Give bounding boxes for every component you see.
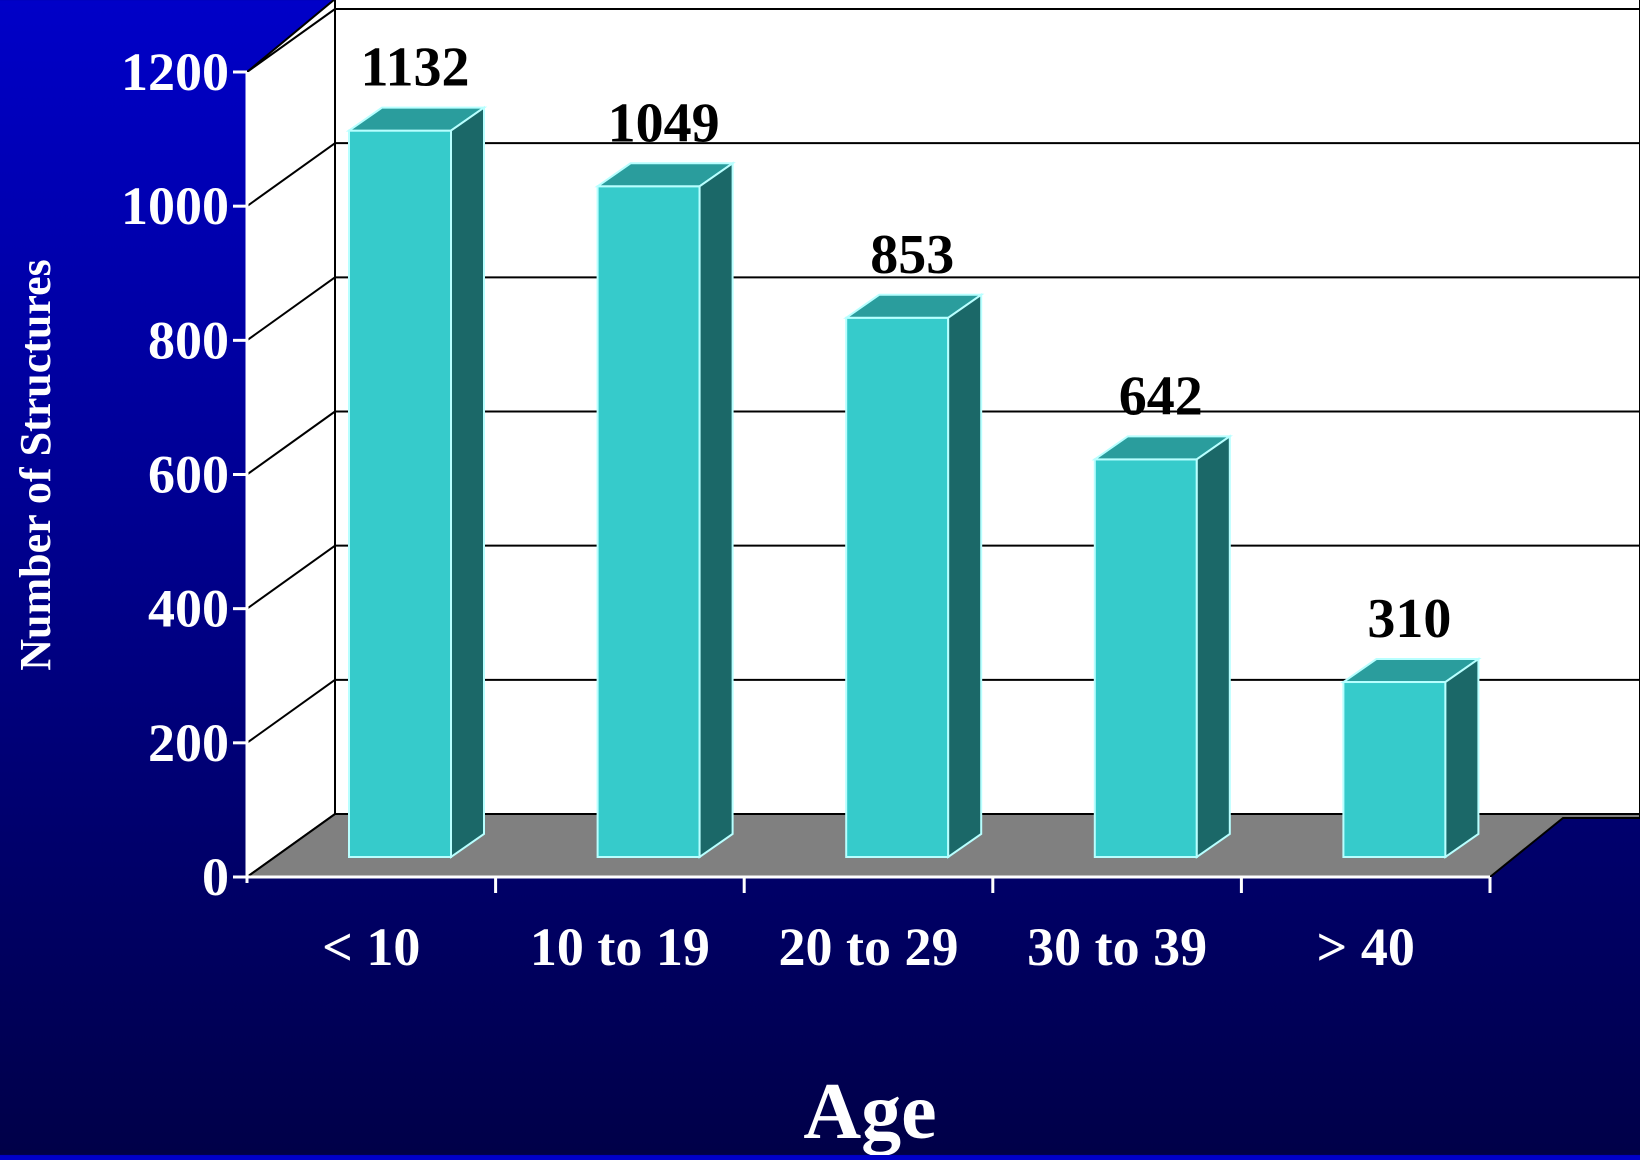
x-tick-label: 30 to 39 [1027,917,1207,977]
x-axis-title: Age [803,1068,936,1155]
gridline-side [246,544,336,610]
bar-front [596,185,701,858]
y-tick-label: 1000 [121,176,229,236]
bars [345,105,1482,859]
y-tick-label: 0 [202,847,229,907]
bar-side [698,161,734,859]
x-tick-label: 10 to 19 [530,917,710,977]
bar-side [450,105,485,859]
gridlines [246,8,1640,744]
bar-front [845,316,950,858]
bar [843,292,985,859]
y-tick-label: 400 [148,579,229,639]
y-tick-label: 800 [148,310,229,370]
bar-front [348,129,452,859]
data-label: 1049 [608,92,720,154]
bar [1091,434,1233,859]
gridline-side [246,679,336,744]
bar-side [1195,434,1231,859]
x-tick-label: < 10 [322,917,420,977]
gridline-side [246,276,336,342]
data-label: 1132 [361,37,470,99]
bar [594,161,736,859]
bar [345,105,488,859]
y-axis-title: Number of Structures [11,259,60,670]
gridline-side [246,8,336,73]
x-tick-label: > 40 [1317,917,1415,977]
gridline-side [246,142,336,207]
data-labels: 1132 1049 853 642 310 [361,37,1452,650]
gridline-side [246,410,336,476]
bar-side [947,292,983,859]
bar [1340,657,1482,859]
y-tick-label: 1200 [121,42,229,102]
bar-side [1444,657,1480,859]
y-tick-label: 600 [148,445,229,505]
y-axis: 0 200 400 600 800 1000 1200 [121,42,1490,907]
bar-front [1342,681,1447,859]
x-axis: < 10 10 to 19 20 to 29 30 to 39 > 40 [322,877,1492,977]
bar-front [1093,458,1198,858]
data-label: 310 [1367,588,1451,650]
x-tick-label: 20 to 29 [779,917,959,977]
y-tick-label: 200 [148,713,229,773]
data-label: 853 [870,224,954,286]
data-label: 642 [1119,365,1203,427]
